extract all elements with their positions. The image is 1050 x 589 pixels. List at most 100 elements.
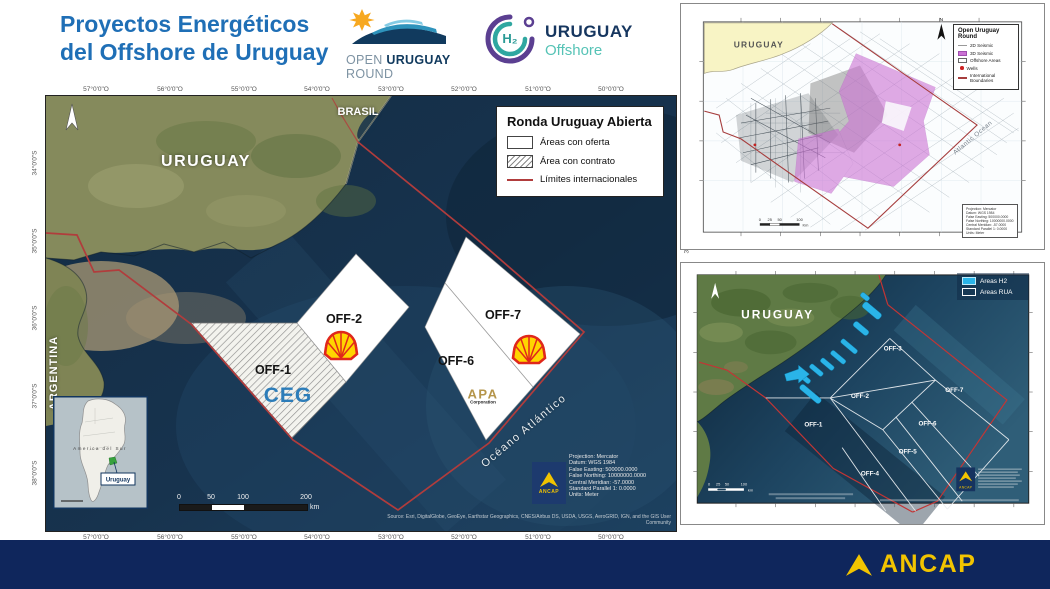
legend-item-2d: 2D Seismic	[958, 43, 1014, 48]
scale-tick: 200	[300, 494, 312, 501]
footer-bar	[0, 540, 1050, 589]
areas-rua-swatch	[962, 288, 976, 296]
legend-item-offshore: Offshore Areas	[958, 58, 1014, 63]
inset-region-label: America del Sur	[73, 446, 127, 451]
block-label-off4: OFF-4	[861, 470, 880, 477]
seismic-3d-swatch	[958, 50, 967, 56]
legend-item-wells: Wells	[958, 66, 1014, 71]
x-tick: 57°0'0"O	[83, 86, 109, 93]
scale-unit: Km	[802, 223, 809, 228]
scale-tick: 0	[177, 494, 181, 501]
projection-line: Central Meridian: -57.0000	[966, 223, 1007, 227]
x-tick: 52°0'0"O	[451, 86, 477, 93]
projection-line: Projection: Mercator	[966, 207, 997, 211]
wave-mid-icon	[372, 24, 437, 35]
y-tick: 34°0'0"S	[31, 150, 39, 176]
legend-item-label: 2D Seismic	[970, 43, 994, 48]
scale-tick: 100	[237, 494, 249, 501]
rua-block-grid	[765, 338, 1010, 512]
north-arrow-icon	[65, 103, 79, 131]
lagoon	[357, 112, 379, 140]
h2-logo-uruguay: URUGUAY	[545, 22, 633, 41]
x-tick: 53°0'0"O	[378, 86, 404, 93]
callout-box	[100, 472, 136, 486]
legend-item-3d: 3D Seismic	[958, 50, 1014, 56]
h2-circle-icon: H₂	[485, 14, 535, 64]
h2-arrow-icon	[784, 364, 810, 384]
x-tick: 55°0'0"O	[231, 86, 257, 93]
offshore-areas-swatch	[958, 58, 967, 63]
scale-tick: 0	[759, 217, 762, 222]
legend-item-boundaries: Límites internacionales	[507, 174, 653, 185]
ancap-footer-logo: ANCAP	[846, 550, 976, 579]
h2-area-strips	[784, 292, 882, 404]
sun-icon	[349, 9, 375, 31]
x-tick: 55°0'0"O	[231, 534, 257, 541]
scale-tick: 50	[207, 494, 215, 501]
block-label-off5: OFF-5	[899, 449, 918, 456]
projection-line: Units: Meter	[569, 492, 599, 499]
x-tick: 56°0'0"O	[157, 534, 183, 541]
y-tick: 36°0'0"S	[31, 305, 39, 331]
scale-tick: 25	[716, 481, 721, 486]
block-label-off6: OFF-6	[918, 421, 937, 428]
seismic-2d-swatch	[958, 45, 967, 46]
page-title-line1: Proyectos Energéticos	[60, 11, 310, 37]
block-labels: OFF-1 OFF-2 OFF-3 OFF-4 OFF-5 OFF-6 OFF-…	[804, 345, 963, 477]
north-arrow-icon	[711, 282, 720, 299]
boundary-swatch	[507, 178, 533, 181]
our-uruguay: URUGUAY	[386, 53, 451, 67]
tr-scalebar: 0 25 50 100 Km	[759, 217, 809, 227]
country-label-brasil: BRASIL	[337, 106, 379, 118]
y-tick: 35°0'0"S	[31, 228, 39, 254]
x-tick: 56°0'0"O	[157, 86, 183, 93]
projection-line: Datum: WGS 1984	[569, 460, 616, 467]
shell-logo-icon-off7	[511, 334, 547, 365]
frame-ticks	[699, 17, 1026, 237]
block-label-off1: OFF-1	[804, 422, 823, 429]
scale-tick: 0	[708, 481, 711, 486]
x-tick: 53°0'0"O	[378, 534, 404, 541]
projection-line: False Northing: 10000000.0000	[966, 219, 1014, 223]
frame-ticks	[693, 270, 1033, 508]
our-round: ROUND	[346, 67, 394, 81]
shell-logo-icon-off2	[323, 330, 359, 361]
fine-print-lines	[768, 493, 1019, 502]
legend-item-offer: Áreas con oferta	[507, 136, 653, 149]
block-label-off2: OFF-2	[325, 312, 363, 326]
block-label-off2: OFF-2	[851, 393, 870, 400]
br-projection-lines	[978, 468, 1022, 488]
ceg-logo: CEG	[263, 384, 313, 407]
y-tick: 37°0'0"S	[31, 383, 39, 409]
source-credit: Source: Esri, DigitalGlobe, GeoEye, Eart…	[387, 514, 671, 526]
ancap-triangle-icon	[846, 553, 872, 576]
our-logo-text-line2: ROUND	[346, 67, 452, 81]
legend-item-rua: Areas RUA	[962, 288, 1024, 296]
south-america-shape	[79, 398, 126, 502]
projection-line: Standard Parallel 1: 0.0000	[569, 486, 636, 493]
inset-callout-label: Uruguay	[106, 478, 131, 484]
x-tick: 51°0'0"O	[525, 534, 551, 541]
uruguay-highlight	[108, 456, 118, 466]
legend-title: Ronda Uruguay Abierta	[507, 114, 652, 129]
north-label: N	[940, 17, 944, 23]
north-arrow-icon	[937, 23, 946, 40]
block-off6-off7-area	[424, 236, 581, 441]
x-tick: 50°0'0"O	[598, 534, 624, 541]
projection-line: Central Meridian: -57.0000	[569, 479, 635, 486]
page-title: Proyectos Energéticos del Offshore de Ur…	[60, 10, 328, 66]
ancap-chip-label: ANCAP	[959, 485, 973, 489]
h2-uruguay-offshore-logo: H₂	[483, 12, 537, 71]
apa-logo: APA Corporation	[468, 387, 499, 405]
legend-item-h2: Areas H2	[962, 277, 1024, 285]
page-title-line2: del Offshore de Uruguay	[60, 39, 329, 65]
our-logo-text-line1: OPEN URUGUAY	[346, 53, 452, 67]
top-right-map: URUGUAY N Atlantic Ocean 0 25 50 100 Km	[680, 3, 1045, 250]
scale-tick: 50	[777, 217, 782, 222]
land-uruguay	[46, 96, 392, 261]
scalebar-bar	[179, 504, 308, 511]
ocean-deep-band	[784, 392, 946, 536]
apa-logo-subtext: Corporation	[470, 399, 496, 405]
legend-title: Open Uruguay Round	[958, 28, 1000, 40]
land-argentina	[46, 257, 246, 426]
